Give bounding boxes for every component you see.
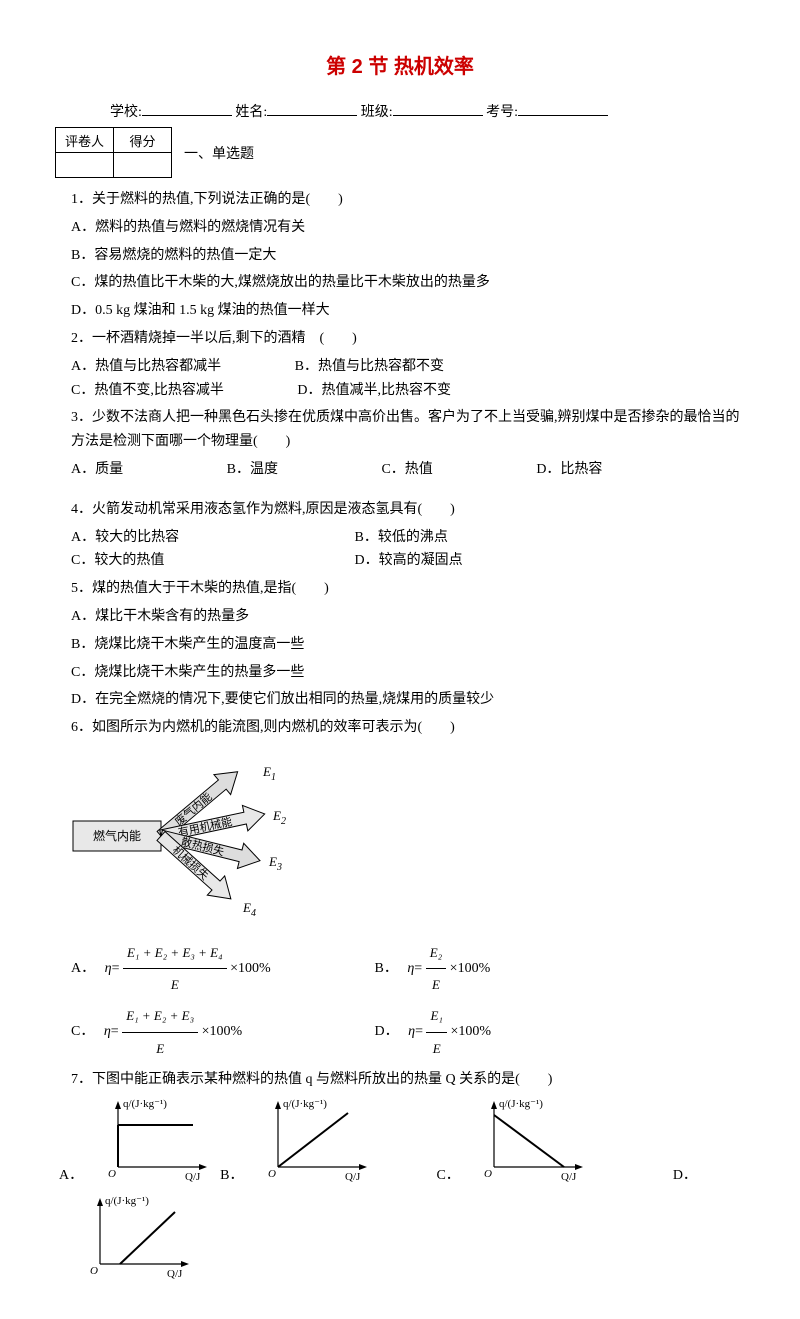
q5-optB: B．烧煤比烧干木柴产生的温度高一些 [71,633,745,657]
q2-row2: C．热值不变,比热容减半 D．热值减半,比热容不变 [71,379,745,403]
svg-text:E3: E3 [268,854,282,873]
q1-optA: A．燃料的热值与燃料的燃烧情况有关 [71,216,745,240]
svg-text:O: O [90,1265,98,1277]
q7-optA: A． [59,1165,83,1186]
q2-optC: C．热值不变,比热容减半 [71,379,224,403]
q4-stem: 4．火箭发动机常采用液态氢作为燃料,原因是液态氢具有( ) [71,498,745,522]
q4-optB: B．较低的沸点 [355,526,448,550]
q1-stem: 1．关于燃料的热值,下列说法正确的是( ) [71,188,745,212]
grader-blank[interactable] [56,153,114,178]
q6-diagram: 燃气内能 E 废气内能 E1 有用机械能 E2 散热损失 E3 机械损失 E4 [71,746,745,931]
svg-text:q/(J·kg⁻¹): q/(J·kg⁻¹) [123,1098,167,1110]
q2-optB: B．热值与比热容都不变 [295,355,444,379]
q3-optC: C．热值 [381,458,432,482]
q7-graphs: A． q/(J·kg⁻¹) Q/J O B． q/(J·kg⁻¹) Q/J O C． q… [55,1095,745,1192]
q7-graphB: q/(J·kg⁻¹) Q/J O [253,1095,373,1192]
q6-opts-row2: C． η= E₁ + E₂ + E₃E ×100% D． η= E₁E ×100… [71,1000,745,1063]
svg-text:O: O [484,1168,492,1180]
svg-text:E1: E1 [262,764,276,783]
q7-graphA: q/(J·kg⁻¹) Q/J O [93,1095,213,1192]
q3-optD: D．比热容 [536,458,602,482]
svg-text:Q/J: Q/J [561,1171,577,1183]
q2-stem: 2．一杯酒精烧掉一半以后,剩下的酒精 ( ) [71,327,745,351]
q6-optB-lbl: B． [375,961,398,976]
q7-graphD: q/(J·kg⁻¹) Q/J O [75,1192,195,1289]
svg-text:Q/J: Q/J [167,1268,183,1280]
school-label: 学校: [110,105,142,120]
svg-text:O: O [268,1168,276,1180]
svg-text:E4: E4 [242,900,256,919]
svg-text:E2: E2 [272,808,286,827]
name-blank[interactable] [267,101,357,116]
score-blank[interactable] [114,153,172,178]
q4-row1: A．较大的比热容 B．较低的沸点 [71,526,745,550]
q2-optA: A．热值与比热容都减半 [71,355,221,379]
q4-optD: D．较高的凝固点 [355,549,463,573]
q7-stem: 7．下图中能正确表示某种燃料的热值 q 与燃料所放出的热量 Q 关系的是( ) [71,1068,745,1092]
section-heading: 一、单选题 [184,143,254,163]
q6-stem: 6．如图所示为内燃机的能流图,则内燃机的效率可表示为( ) [71,716,745,740]
svg-text:Q/J: Q/J [185,1171,201,1183]
grader-cell: 评卷人 [56,128,114,153]
svg-text:q/(J·kg⁻¹): q/(J·kg⁻¹) [499,1098,543,1110]
svg-text:燃气内能: 燃气内能 [93,828,141,843]
svg-text:q/(J·kg⁻¹): q/(J·kg⁻¹) [105,1195,149,1207]
q6-optD-lbl: D． [375,1024,399,1039]
class-label: 班级: [361,105,393,120]
q5-stem: 5．煤的热值大于干木柴的热值,是指( ) [71,577,745,601]
exam-label: 考号: [486,105,518,120]
q7-optC: C． [436,1165,459,1186]
q4-optA: A．较大的比热容 [71,526,281,550]
q5-optD: D．在完全燃烧的情况下,要使它们放出相同的热量,烧煤用的质量较少 [71,688,745,712]
exam-blank[interactable] [518,101,608,116]
q5-optA: A．煤比干木柴含有的热量多 [71,605,745,629]
svg-text:O: O [108,1168,116,1180]
q4-optC: C．较大的热值 [71,549,281,573]
q1-optC: C．煤的热值比干木柴的大,煤燃烧放出的热量比干木柴放出的热量多 [71,271,745,295]
q3-optB: B．温度 [227,458,278,482]
q7-graphC: q/(J·kg⁻¹) Q/J O [469,1095,589,1192]
name-label: 姓名: [235,105,267,120]
q1-optB: B．容易燃烧的燃料的热值一定大 [71,244,745,268]
q3-row: A．质量 B．温度 C．热值 D．比热容 [71,458,745,482]
q3-optA: A．质量 [71,458,123,482]
page-title: 第 2 节 热机效率 [55,50,745,79]
svg-text:q/(J·kg⁻¹): q/(J·kg⁻¹) [283,1098,327,1110]
score-cell: 得分 [114,128,172,153]
svg-text:Q/J: Q/J [345,1171,361,1183]
q3-stem: 3．少数不法商人把一种黑色石头掺在优质煤中高价出售。客户为了不上当受骗,辨别煤中… [71,406,745,454]
q1-optD: D．0.5 kg 煤油和 1.5 kg 煤油的热值一样大 [71,299,745,323]
class-blank[interactable] [393,101,483,116]
score-table: 评卷人 得分 [55,127,172,178]
q6-optC-lbl: C． [71,1024,94,1039]
q7-optD: D． [673,1165,697,1186]
school-blank[interactable] [142,101,232,116]
q7-graphs2: q/(J·kg⁻¹) Q/J O [55,1192,745,1289]
q4-row2: C．较大的热值 D．较高的凝固点 [71,549,745,573]
q6-optA-lbl: A． [71,961,95,976]
q2-row1: A．热值与比热容都减半 B．热值与比热容都不变 [71,355,745,379]
q2-optD: D．热值减半,比热容不变 [297,379,451,403]
q7-optB: B． [220,1165,243,1186]
q5-optC: C．烧煤比烧干木柴产生的热量多一些 [71,661,745,685]
student-info: 学校: 姓名: 班级: 考号: [110,101,745,121]
q6-opts-row1: A． η= E₁ + E₂ + E₃ + E₄E ×100% B． η= E₂E… [71,937,745,1000]
